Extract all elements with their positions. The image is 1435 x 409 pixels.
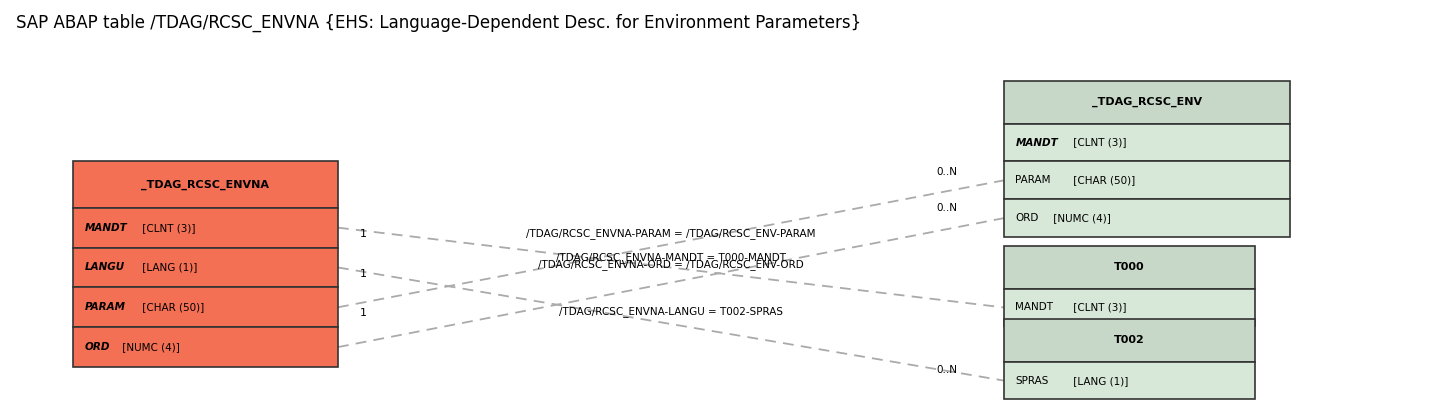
Text: [CHAR (50)]: [CHAR (50)] — [1071, 175, 1135, 185]
Text: 0..N: 0..N — [936, 203, 957, 213]
Text: [LANG (1)]: [LANG (1)] — [139, 263, 197, 272]
Text: 1: 1 — [359, 269, 366, 279]
Text: PARAM: PARAM — [85, 302, 125, 312]
FancyBboxPatch shape — [73, 327, 339, 367]
Text: LANGU: LANGU — [85, 263, 125, 272]
Text: 0..N: 0..N — [936, 366, 957, 375]
Text: _TDAG_RCSC_ENVNA: _TDAG_RCSC_ENVNA — [142, 179, 270, 189]
FancyBboxPatch shape — [1004, 162, 1290, 199]
FancyBboxPatch shape — [1004, 199, 1290, 237]
FancyBboxPatch shape — [1004, 362, 1254, 400]
Text: /TDAG/RCSC_ENVNA-MANDT = T000-MANDT: /TDAG/RCSC_ENVNA-MANDT = T000-MANDT — [555, 252, 786, 263]
Text: /TDAG/RCSC_ENVNA-PARAM = /TDAG/RCSC_ENV-PARAM: /TDAG/RCSC_ENVNA-PARAM = /TDAG/RCSC_ENV-… — [527, 228, 815, 239]
Text: [NUMC (4)]: [NUMC (4)] — [1050, 213, 1111, 223]
Text: /TDAG/RCSC_ENVNA-ORD = /TDAG/RCSC_ENV-ORD: /TDAG/RCSC_ENVNA-ORD = /TDAG/RCSC_ENV-OR… — [538, 259, 804, 270]
Text: MANDT: MANDT — [1016, 303, 1053, 312]
Text: [CHAR (50)]: [CHAR (50)] — [139, 302, 204, 312]
Text: [NUMC (4)]: [NUMC (4)] — [119, 342, 179, 352]
Text: 0..N: 0..N — [936, 167, 957, 177]
FancyBboxPatch shape — [73, 208, 339, 247]
Text: MANDT: MANDT — [85, 222, 128, 233]
Text: ORD: ORD — [1016, 213, 1039, 223]
Text: ORD: ORD — [85, 342, 110, 352]
Text: SPRAS: SPRAS — [1016, 375, 1049, 386]
Text: 1: 1 — [359, 308, 366, 318]
FancyBboxPatch shape — [1004, 319, 1254, 362]
Text: T000: T000 — [1114, 262, 1145, 272]
FancyBboxPatch shape — [1004, 81, 1290, 124]
Text: MANDT: MANDT — [1016, 137, 1058, 148]
FancyBboxPatch shape — [1004, 289, 1254, 326]
Text: SAP ABAP table /TDAG/RCSC_ENVNA {EHS: Language-Dependent Desc. for Environment P: SAP ABAP table /TDAG/RCSC_ENVNA {EHS: La… — [16, 13, 861, 32]
Text: /TDAG/RCSC_ENVNA-LANGU = T002-SPRAS: /TDAG/RCSC_ENVNA-LANGU = T002-SPRAS — [560, 306, 784, 317]
Text: PARAM: PARAM — [1016, 175, 1050, 185]
Text: [CLNT (3)]: [CLNT (3)] — [1071, 303, 1126, 312]
FancyBboxPatch shape — [1004, 124, 1290, 162]
FancyBboxPatch shape — [1004, 246, 1254, 289]
Text: 1: 1 — [359, 229, 366, 239]
Text: _TDAG_RCSC_ENV: _TDAG_RCSC_ENV — [1092, 97, 1203, 108]
Text: [CLNT (3)]: [CLNT (3)] — [139, 222, 195, 233]
Text: [CLNT (3)]: [CLNT (3)] — [1071, 137, 1126, 148]
FancyBboxPatch shape — [73, 247, 339, 288]
Text: [LANG (1)]: [LANG (1)] — [1071, 375, 1128, 386]
FancyBboxPatch shape — [73, 161, 339, 208]
FancyBboxPatch shape — [73, 288, 339, 327]
Text: T002: T002 — [1114, 335, 1145, 345]
